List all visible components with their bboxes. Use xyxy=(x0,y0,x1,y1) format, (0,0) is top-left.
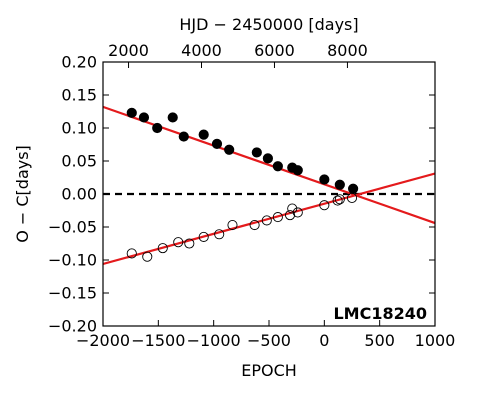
x-tick-label-2: −1000 xyxy=(187,331,241,350)
open-point-9 xyxy=(249,219,260,231)
open-point-12 xyxy=(284,210,296,221)
open-point-1 xyxy=(126,248,137,259)
x-tick-label-3: −500 xyxy=(247,331,291,350)
filled-point-10 xyxy=(262,153,273,164)
y-tick-label-8: 0.20 xyxy=(61,53,97,72)
open-point-5 xyxy=(184,238,195,249)
filled-point-16 xyxy=(348,183,359,194)
x-tick-label-6: 1000 xyxy=(415,331,456,350)
top-axis-title: HJD − 2450000 [days] xyxy=(179,15,358,34)
filled-point-1 xyxy=(126,107,137,118)
star-id-annotation: LMC18240 xyxy=(333,304,427,323)
x-tick-label-0: −2000 xyxy=(76,331,130,350)
filled-point-4 xyxy=(167,112,178,123)
y-tick-label-6: 0.10 xyxy=(61,119,97,138)
filled-point-11 xyxy=(272,161,283,172)
y-tick-label-0: −0.20 xyxy=(48,317,97,336)
filled-point-14 xyxy=(319,174,330,185)
filled-point-8 xyxy=(224,144,235,155)
filled-point-3 xyxy=(152,122,163,134)
filled-point-7 xyxy=(211,138,223,149)
y-tick-label-5: 0.05 xyxy=(61,152,97,171)
open-point-7 xyxy=(214,229,225,240)
y-tick-label-4: 0.00 xyxy=(61,185,97,204)
open-point-3 xyxy=(157,243,168,254)
y-axis-title: O − C[days] xyxy=(13,145,32,243)
tick-layer: −2000 −1500 −1000 −500 0 500 1000 −0.20 −0.15 −0.… xyxy=(48,41,455,350)
open-point-17 xyxy=(334,194,345,205)
open-point-14 xyxy=(292,207,303,218)
open-point-18 xyxy=(346,192,358,204)
plot-data-layer xyxy=(103,105,435,266)
x-tick-label-1: −1500 xyxy=(131,331,185,350)
x-tick-label-5: 500 xyxy=(364,331,395,350)
top-tick-label-3: 8000 xyxy=(327,41,368,60)
filled-point-6 xyxy=(198,129,209,140)
y-tick-label-7: 0.15 xyxy=(61,86,97,105)
filled-point-9 xyxy=(251,147,262,158)
top-tick-label-2: 6000 xyxy=(254,41,295,60)
y-tick-label-1: −0.15 xyxy=(48,284,97,303)
open-point-8 xyxy=(227,219,238,231)
open-point-10 xyxy=(261,215,272,226)
fit-line-1 xyxy=(103,105,435,225)
filled-point-13 xyxy=(292,165,303,176)
open-point-4 xyxy=(173,237,184,248)
filled-point-15 xyxy=(334,179,345,190)
y-tick-label-2: −0.10 xyxy=(48,251,97,270)
x-tick-label-4: 0 xyxy=(319,331,329,350)
open-point-6 xyxy=(198,231,209,242)
top-tick-label-1: 4000 xyxy=(181,41,222,60)
x-axis-title: EPOCH xyxy=(241,361,297,380)
open-point-2 xyxy=(142,251,153,262)
open-point-11 xyxy=(272,212,283,223)
open-point-15 xyxy=(319,200,330,211)
open-point-13 xyxy=(287,203,298,214)
filled-point-5 xyxy=(178,131,189,142)
open-point-16 xyxy=(332,195,343,206)
y-tick-label-3: −0.05 xyxy=(48,218,97,237)
filled-point-2 xyxy=(138,112,150,123)
top-tick-label-0: 2000 xyxy=(108,41,149,60)
